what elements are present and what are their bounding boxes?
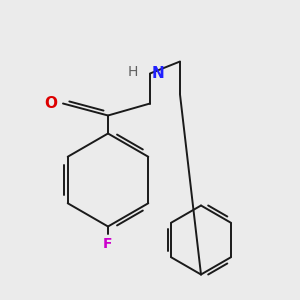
Text: O: O (45, 96, 58, 111)
Text: N: N (152, 66, 164, 81)
Text: F: F (103, 237, 113, 251)
Text: H: H (128, 65, 138, 79)
